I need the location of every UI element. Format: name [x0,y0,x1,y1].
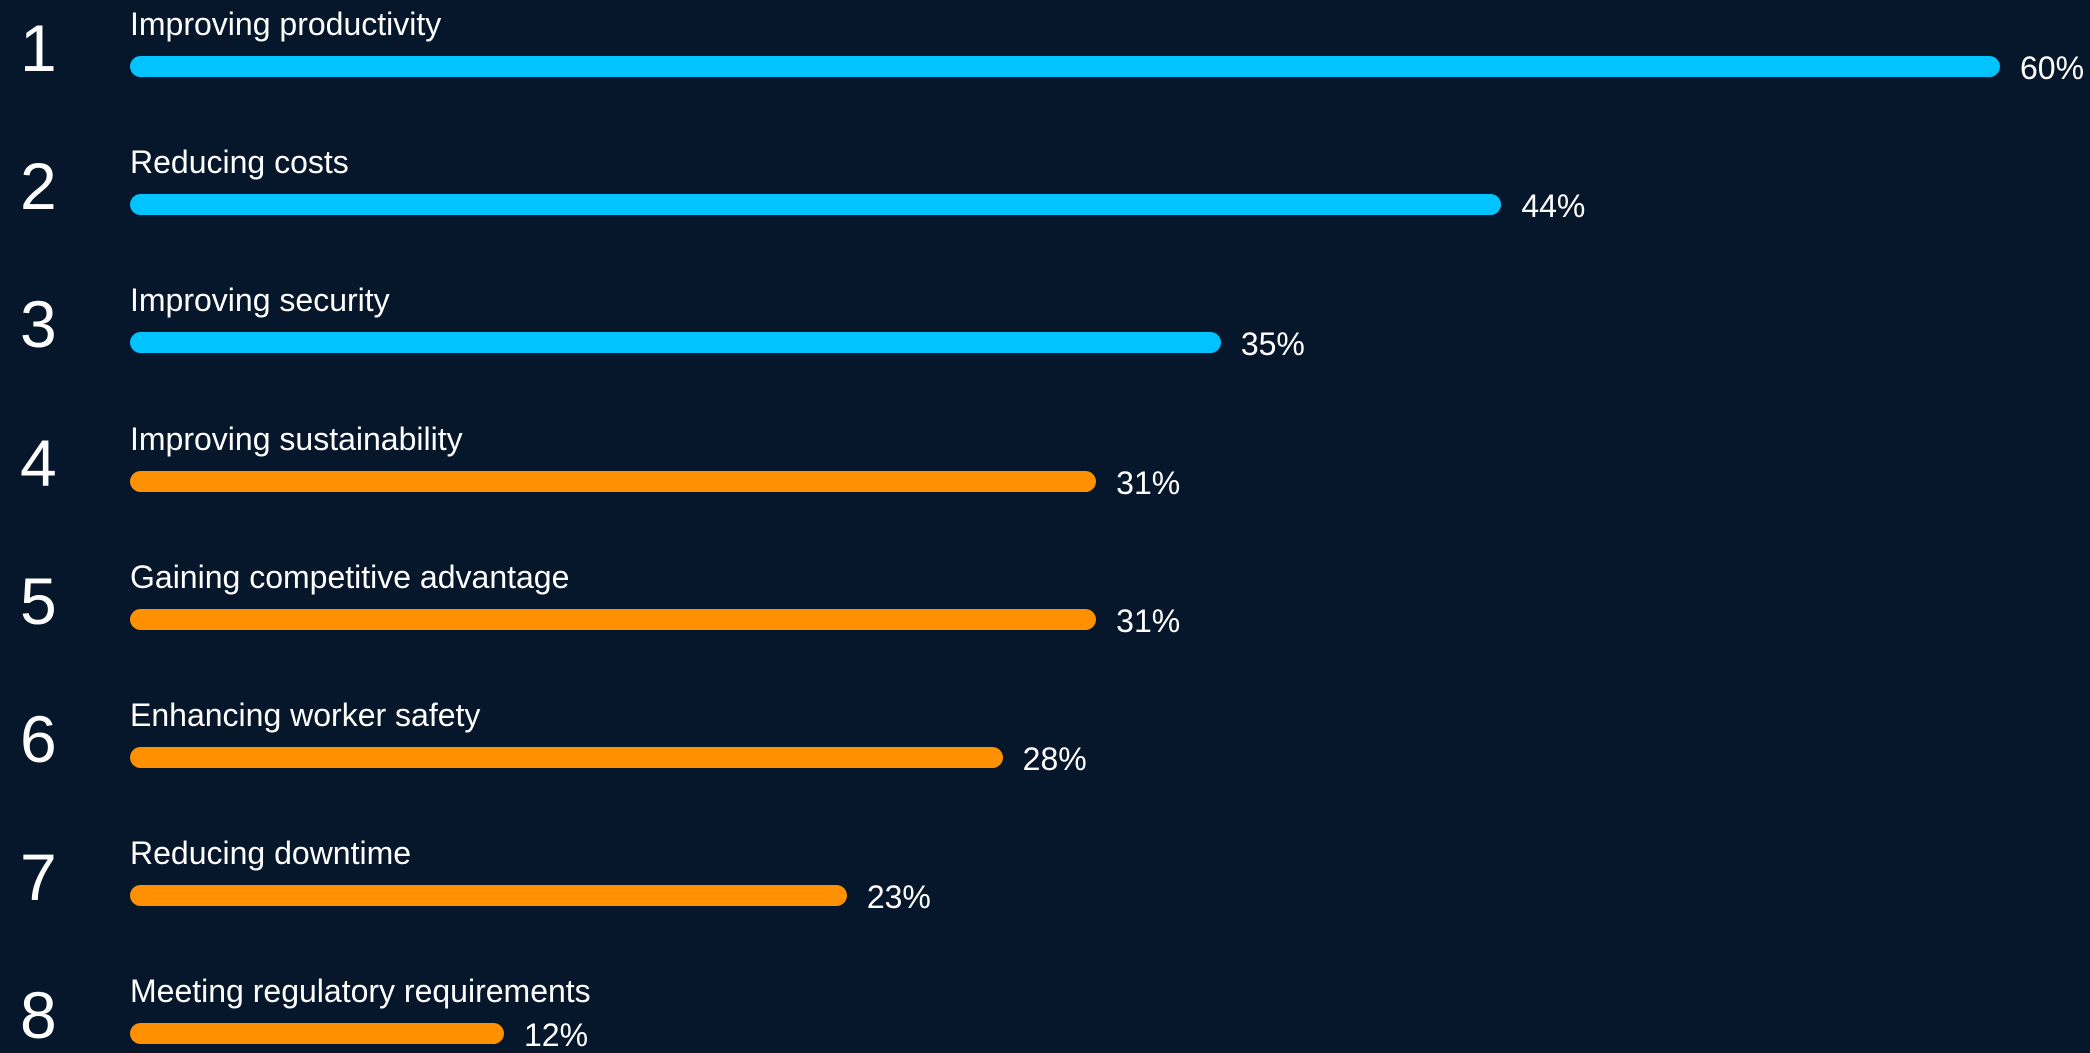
bar [130,470,1097,492]
category-label: Meeting regulatory requirements [130,973,591,1010]
category-label: Enhancing worker safety [130,697,481,733]
bar-row: 8 Meeting regulatory requirements 12% [0,967,2090,1053]
category-label: Improving productivity [130,6,442,42]
rank-number: 1 [20,11,57,85]
bar-row: 2 Reducing costs 44% [0,138,2090,276]
bar-row: 5 Gaining competitive advantage 31% [0,553,2090,691]
bar [130,608,1097,630]
data-label: 60% [2020,50,2085,86]
category-label: Improving security [130,282,390,319]
data-label: 23% [866,879,931,916]
bar [130,885,847,907]
bar [130,56,2000,77]
bar [130,332,1221,354]
data-label: 12% [524,1017,589,1053]
bar [130,747,1003,768]
data-label: 31% [1116,602,1181,639]
category-label: Improving sustainability [130,420,463,457]
data-label: 35% [1240,326,1305,363]
data-label: 44% [1521,188,1586,225]
bar [130,1023,504,1045]
bar [130,194,1502,216]
rank-number: 3 [20,287,57,362]
rank-number: 5 [20,563,57,638]
rank-number: 6 [20,702,57,776]
category-label: Reducing costs [130,144,349,181]
bar-row: 3 Improving security 35% [0,276,2090,414]
rank-number: 8 [20,978,57,1053]
bar-row: 4 Improving sustainability 31% [0,415,2090,553]
bar-row: 6 Enhancing worker safety 28% [0,691,2090,829]
rank-number: 2 [20,149,57,224]
category-label: Reducing downtime [130,835,412,872]
bar-row: 7 Reducing downtime 23% [0,829,2090,967]
rank-number: 7 [20,840,57,915]
data-label: 28% [1022,741,1087,777]
category-label: Gaining competitive advantage [130,558,570,595]
data-label: 31% [1116,464,1181,501]
rank-number: 4 [20,425,57,500]
bar-row: 1 Improving productivity 60% [0,0,2090,138]
